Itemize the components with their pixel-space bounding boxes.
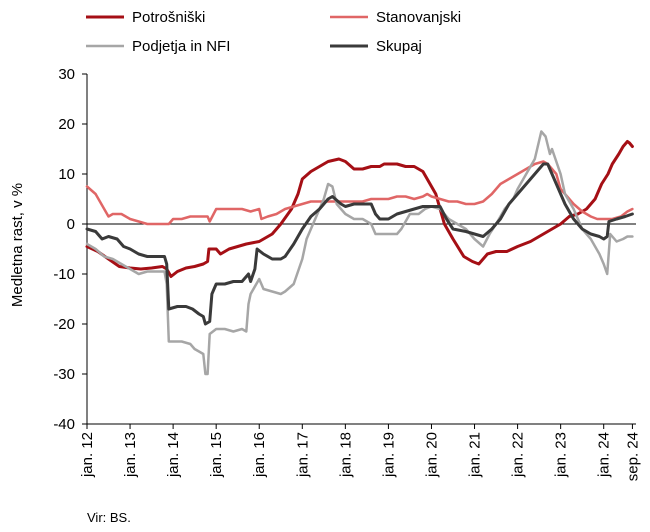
y-tick-label: -10 [53,266,75,283]
legend-label: Skupaj [376,38,422,55]
series-line-4 [85,162,634,326]
x-tick-label: jan. 20 [423,432,440,478]
x-axis: jan. 12 jan. 13 jan. 14 jan. 15 jan. 16 jan. … [79,423,641,481]
x-tick-label: jan. 12 [79,432,96,478]
y-axis-title: Medletna rast, v % [9,183,26,307]
legend: Potrošniški Stanovanjski Podjetja in NFI Sk… [86,9,461,55]
series-lines [85,130,634,376]
x-tick-label: jan. 15 [208,432,225,478]
y-tick-label: 20 [58,116,75,133]
series-line-1 [85,140,634,278]
y-axis: 30 20 10 0 -10 -20 -30 -40 [53,66,88,433]
x-tick-label: jan. 17 [294,432,311,478]
y-tick-label: 30 [58,66,75,83]
x-tick-label: jan. 13 [122,432,139,478]
x-tick-label: jan. 14 [165,432,182,478]
x-tick-label: jan. 24 [596,432,613,478]
x-tick-label: jan. 22 [510,432,527,478]
x-tick-label: jan. 19 [380,432,397,478]
y-tick-label: 10 [58,166,75,183]
y-tick-label: -30 [53,366,75,383]
legend-label: Stanovanjski [376,9,461,26]
y-tick-label: 0 [67,216,75,233]
x-tick-label: jan. 16 [251,432,268,478]
legend-label: Podjetja in NFI [132,38,230,55]
x-tick-label: jan. 23 [553,432,570,478]
legend-label: Potrošniški [132,9,205,26]
x-tick-label: sep. 24 [624,432,641,481]
x-tick-label: jan. 21 [467,432,484,478]
x-tick-label: jan. 18 [337,432,354,478]
series-line-3 [85,130,634,376]
source-note: Vir: BS. [87,510,131,525]
y-tick-label: -20 [53,316,75,333]
y-tick-label: -40 [53,416,75,433]
